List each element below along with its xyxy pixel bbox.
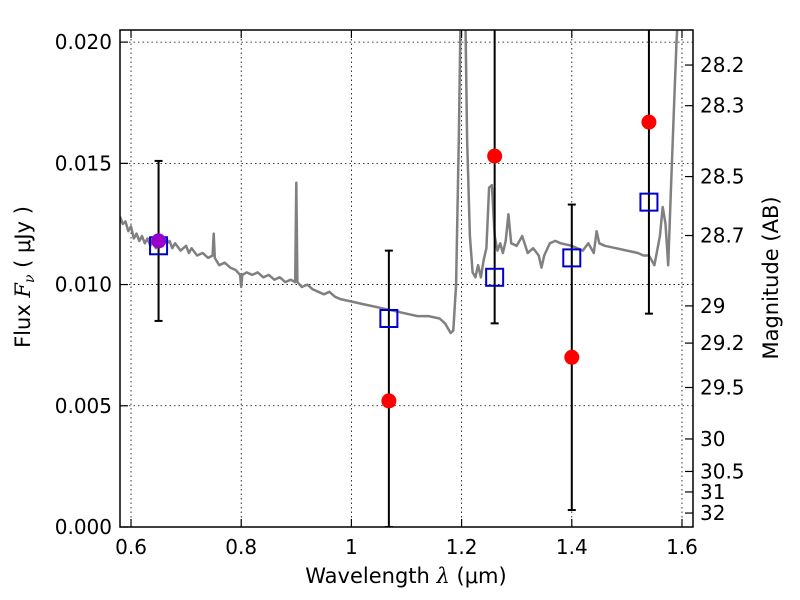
mag-tick-label: 29 [700, 294, 725, 318]
right-axis-label: Magnitude (AB) [759, 196, 783, 359]
observed-flux-point [564, 349, 580, 365]
x-tick-label: 0.6 [115, 535, 147, 559]
mag-tick-label: 30 [700, 427, 725, 451]
mag-tick-label: 32 [700, 501, 725, 525]
model-flux-square [639, 192, 659, 212]
x-tick-label: 1 [345, 535, 358, 559]
model-spectrum-line [120, 30, 679, 335]
y-tick-label: 0.000 [55, 515, 112, 539]
grid [120, 30, 693, 527]
observed-flux-point [641, 114, 657, 130]
mag-tick-label: 28.3 [700, 94, 745, 118]
mag-tick-label: 29.2 [700, 331, 745, 355]
x-tick-label: 0.8 [225, 535, 257, 559]
x-axis-label: Wavelength λ (μm) [305, 564, 506, 588]
observed-flux-point [487, 148, 503, 164]
x-tick-label: 1.4 [556, 535, 588, 559]
x-tick-label: 1.6 [666, 535, 698, 559]
axis-ticks: 0.6 0.8 1 1.2 1.4 1.6 0.000 0.005 0.010 0.015 0.02… [55, 30, 745, 559]
y-axis-label: Flux Fν ( μJy ) [11, 206, 38, 348]
mag-tick-label: 31 [700, 480, 725, 504]
plot-frame [119, 29, 694, 528]
mag-tick-label: 28.7 [700, 224, 745, 248]
model-flux-square [379, 309, 399, 329]
model-flux-square [485, 267, 505, 287]
observed-flux-point [151, 233, 167, 249]
y-tick-label: 0.015 [55, 151, 112, 175]
plot-area [120, 30, 679, 527]
y-tick-label: 0.020 [55, 30, 112, 54]
y-tick-label: 0.010 [55, 273, 112, 297]
mag-tick-label: 28.2 [700, 53, 745, 77]
observed-flux-point [381, 393, 397, 409]
x-tick-label: 1.2 [446, 535, 478, 559]
mag-tick-label: 30.5 [700, 459, 745, 483]
model-flux-square [562, 248, 582, 268]
mag-tick-label: 28.5 [700, 165, 745, 189]
mag-tick-label: 29.5 [700, 375, 745, 399]
y-tick-label: 0.005 [55, 394, 112, 418]
